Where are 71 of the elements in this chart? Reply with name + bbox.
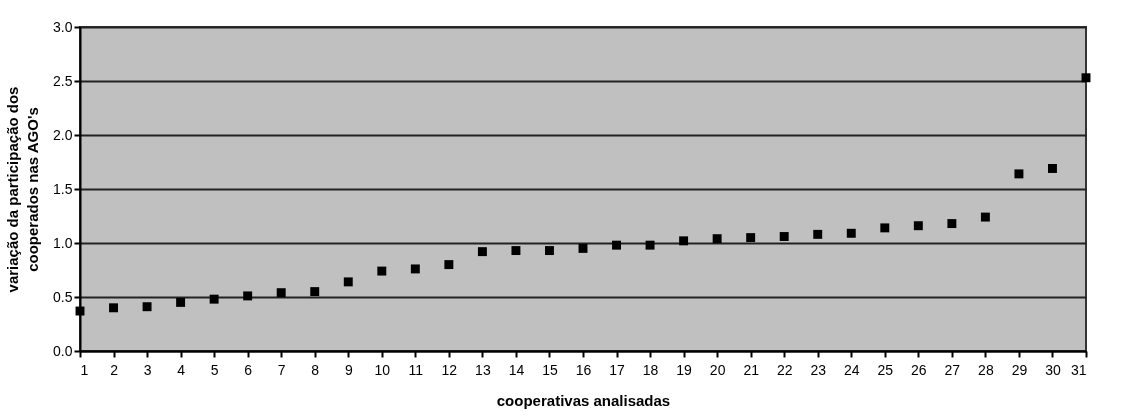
- point: [109, 303, 119, 313]
- x-tick-label: 19: [676, 361, 693, 378]
- x-tick-label: 26: [911, 361, 927, 378]
- point: [1081, 73, 1091, 83]
- point: [578, 243, 588, 253]
- point: [209, 294, 219, 304]
- y-tick-label: 2.5: [53, 72, 73, 89]
- x-tick-label: 23: [810, 361, 827, 378]
- x-tick-label: 16: [575, 361, 592, 378]
- point: [779, 232, 789, 241]
- x-tick-label: 9: [344, 361, 353, 378]
- x-tick-label: 27: [944, 361, 961, 378]
- x-tick-label: 11: [408, 361, 424, 378]
- point: [377, 266, 387, 276]
- x-tick-label: 6: [244, 361, 253, 378]
- x-tick-label: 30: [1045, 361, 1061, 378]
- point: [75, 306, 85, 316]
- x-tick-label: 10: [374, 361, 391, 378]
- x-tick-label: 1: [80, 361, 89, 378]
- x-tick-label: 20: [709, 361, 726, 378]
- point: [913, 221, 923, 231]
- x-tick-label: 31: [1070, 361, 1087, 378]
- x-tick-label: 5: [210, 361, 219, 378]
- y-tick-label: 2.0: [53, 126, 73, 143]
- point: [880, 223, 890, 233]
- x-tick-label: 2: [110, 361, 119, 378]
- point: [846, 228, 856, 238]
- y-tick-label: 1.5: [53, 180, 73, 197]
- y-axis-title: variação da participação dos cooperados nas AGO's: [4, 86, 42, 293]
- x-tick-label: 29: [1011, 361, 1028, 378]
- point: [544, 246, 554, 256]
- x-tick-label: 25: [877, 361, 894, 378]
- point: [243, 291, 253, 301]
- y-tick-label: 0.0: [53, 342, 73, 359]
- x-tick-label: 18: [642, 361, 659, 378]
- x-tick-label: 8: [311, 361, 320, 378]
- x-tick-label: 4: [177, 361, 186, 378]
- x-tick-label: 12: [441, 361, 458, 378]
- x-tick-label: 21: [743, 361, 760, 378]
- point: [947, 219, 957, 229]
- point: [511, 246, 521, 256]
- x-tick-label: 3: [143, 361, 152, 378]
- point: [712, 234, 722, 244]
- point: [612, 240, 622, 250]
- y-tick-label: 3.0: [53, 18, 73, 35]
- point: [679, 236, 689, 246]
- x-tick-label: 24: [843, 361, 860, 378]
- point: [142, 302, 152, 312]
- x-axis-title: cooperativas analisadas: [496, 391, 671, 409]
- x-tick-label: 22: [776, 361, 793, 378]
- point: [813, 229, 823, 239]
- point: [645, 240, 655, 250]
- point: [477, 247, 487, 257]
- point: [343, 277, 353, 287]
- point: [310, 287, 320, 297]
- x-tick-label: 7: [277, 361, 286, 378]
- y-tick-label: 1.0: [53, 234, 73, 251]
- point: [444, 260, 454, 270]
- x-tick-label: 15: [542, 361, 558, 378]
- x-tick-label: 17: [609, 361, 626, 378]
- x-tick-label: 13: [475, 361, 491, 378]
- point: [410, 264, 420, 274]
- x-tick-label: 14: [508, 361, 525, 378]
- point: [980, 212, 990, 222]
- point: [1014, 169, 1024, 179]
- point: [1047, 164, 1057, 173]
- x-tick-label: 28: [978, 361, 994, 378]
- point: [746, 233, 756, 243]
- point: [176, 297, 186, 307]
- y-tick-label: 0.5: [53, 288, 73, 305]
- point: [276, 288, 286, 298]
